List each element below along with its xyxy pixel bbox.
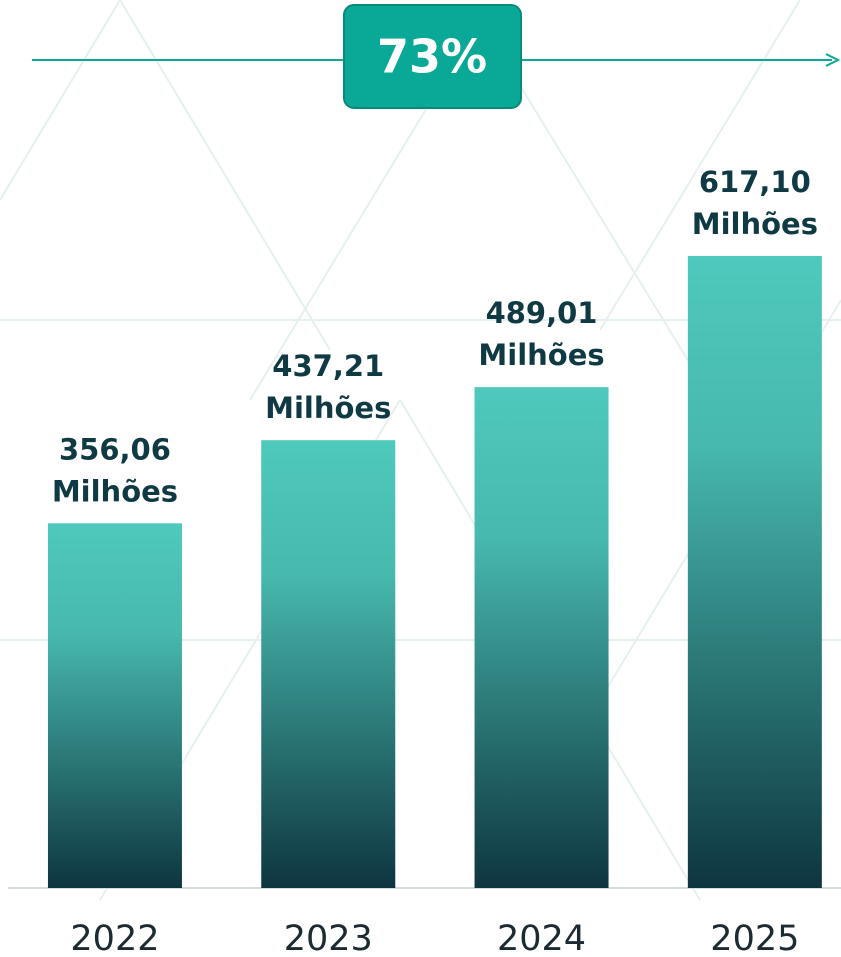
bar (47, 523, 182, 888)
bar (261, 440, 396, 888)
value-label: 437,21 (272, 349, 384, 383)
growth-label: 73% (377, 30, 487, 84)
value-unit: Milhões (52, 474, 178, 508)
value-unit: Milhões (265, 391, 391, 425)
x-tick-label: 2023 (284, 919, 373, 957)
x-tick-label: 2025 (710, 919, 799, 957)
value-label: 617,10 (699, 165, 811, 199)
value-unit: Milhões (692, 207, 818, 241)
x-tick-label: 2022 (70, 919, 159, 957)
bar (687, 255, 822, 888)
arrow-head (825, 53, 841, 67)
value-unit: Milhões (478, 338, 604, 372)
value-label: 356,06 (59, 432, 171, 466)
bar (474, 387, 609, 888)
growth-badge (343, 4, 522, 109)
value-label: 489,01 (486, 296, 598, 330)
x-tick-label: 2024 (497, 919, 586, 957)
